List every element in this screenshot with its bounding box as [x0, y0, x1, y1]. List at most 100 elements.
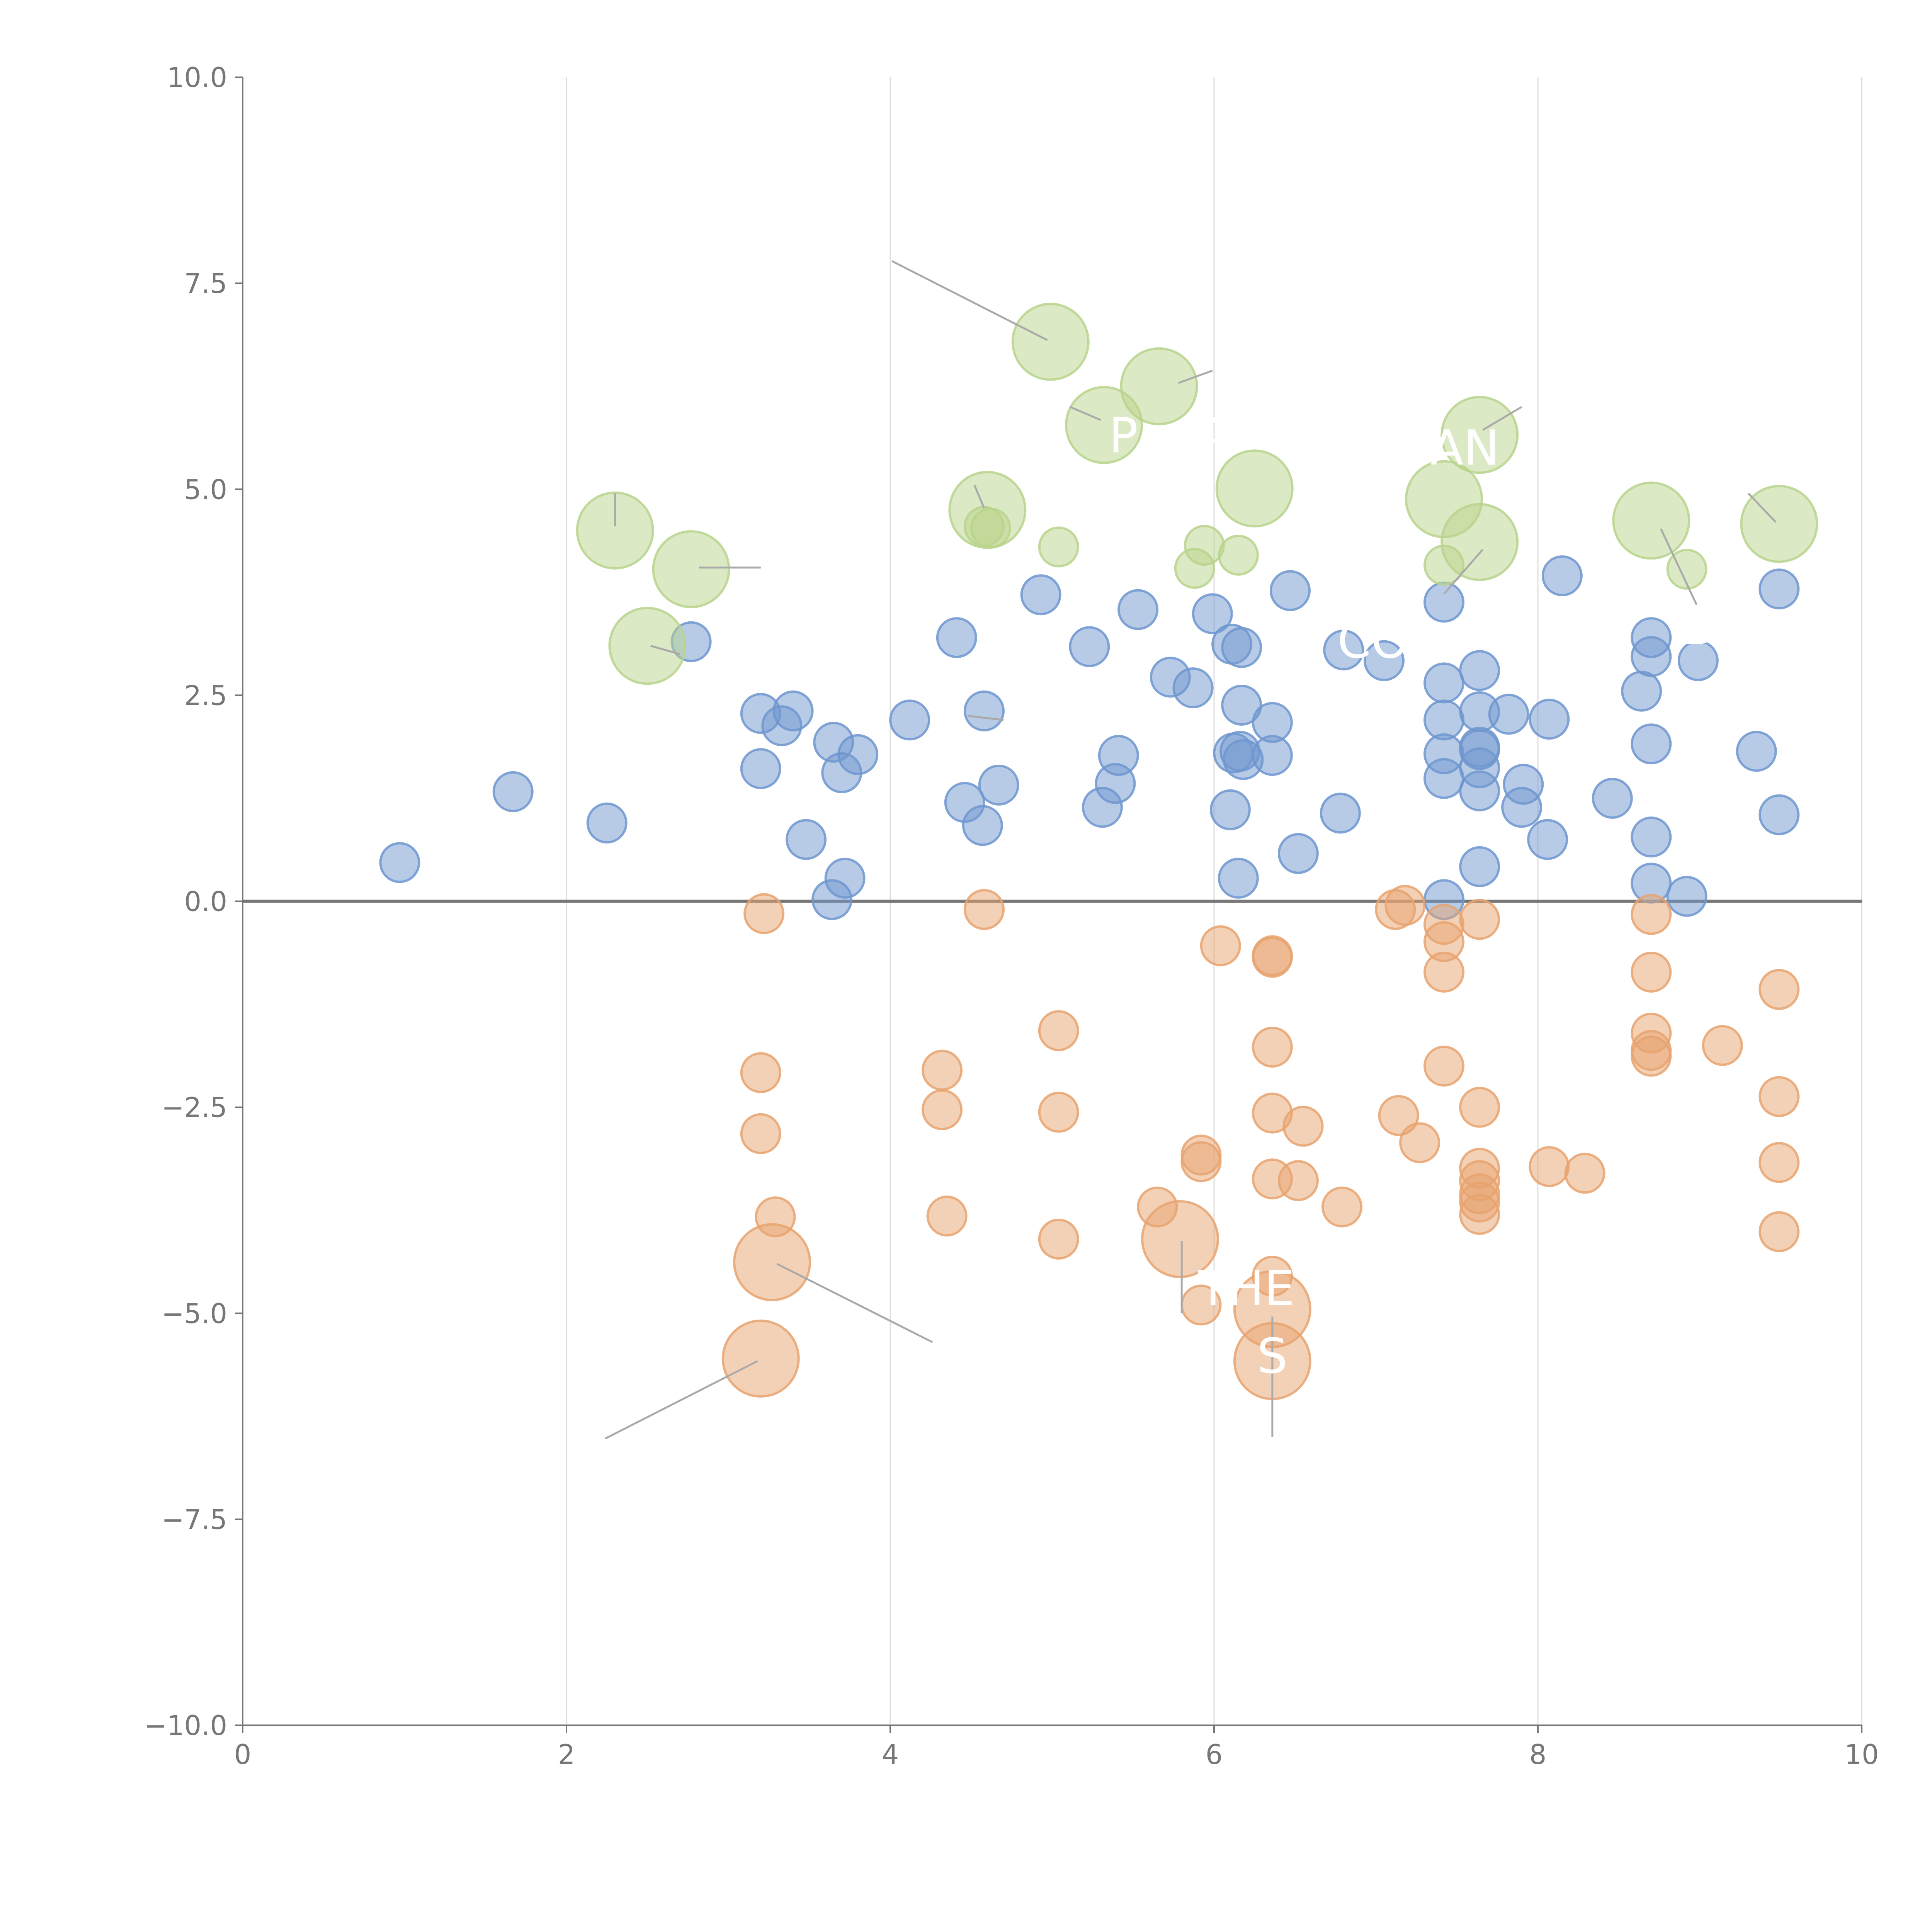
negative-point — [740, 1113, 781, 1154]
y-tick-label: 0.0 — [184, 886, 227, 918]
positive-point — [1503, 764, 1544, 805]
positive-point — [1172, 667, 1214, 709]
negative-point — [1564, 1153, 1605, 1194]
positive-point — [786, 819, 827, 860]
positive-point — [1621, 670, 1662, 712]
positive-point — [1459, 846, 1500, 887]
x-tick-label: 6 — [1206, 1739, 1223, 1770]
positive-point — [1252, 702, 1293, 743]
annotation-labels: P A AN CONF DA THE S — [1109, 408, 1751, 1384]
y-tick-label: 5.0 — [184, 474, 227, 505]
positive-point — [740, 748, 781, 789]
negative-point — [1459, 899, 1500, 940]
negative-point — [1141, 1200, 1219, 1278]
positive-point — [492, 771, 534, 812]
positive-point — [379, 842, 420, 883]
x-tick-label: 10 — [1844, 1739, 1879, 1770]
positive-point — [964, 690, 1005, 731]
negative-point — [1399, 1122, 1440, 1163]
annotation-label: CONF — [1337, 613, 1473, 669]
positive-point — [1666, 876, 1708, 917]
x-tick-label: 0 — [234, 1739, 252, 1770]
x-tick-label: 2 — [558, 1739, 575, 1770]
annotation-label: AN — [1430, 420, 1500, 476]
negative-point — [1423, 1046, 1464, 1087]
annotation-label: DA — [1681, 600, 1751, 656]
positive-point — [1269, 570, 1311, 611]
highlight-point — [1215, 449, 1294, 528]
positive-point — [1192, 593, 1233, 634]
positive-point — [1527, 819, 1568, 860]
annotation-label: THE — [1198, 1260, 1294, 1316]
negative-point — [1252, 1026, 1293, 1068]
leader-line — [605, 1360, 758, 1440]
positive-point — [1363, 640, 1405, 681]
y-tick-label: −5.0 — [162, 1298, 227, 1330]
x-tick-label: 4 — [882, 1739, 899, 1770]
negative-point — [721, 1320, 800, 1398]
axes: 0 2 4 6 8 10 −10.0 −7.5 −5.0 −2.5 0.0 2.5 5.0 7.5 10.0 — [144, 62, 1879, 1770]
negative-point — [1378, 1095, 1419, 1136]
positive-point — [824, 857, 866, 899]
negative-point — [1529, 1146, 1570, 1187]
leader-line — [1070, 406, 1101, 421]
positive-point — [1459, 726, 1500, 768]
leader-lines — [605, 260, 1777, 1440]
negative-point — [926, 1196, 968, 1237]
y-tick-label: 2.5 — [184, 680, 227, 711]
leader-line — [1660, 528, 1697, 605]
positive-point — [1592, 777, 1633, 819]
annotation-label: P — [1109, 408, 1138, 464]
positive-point — [1459, 650, 1500, 691]
negative-point — [1277, 1160, 1319, 1201]
negative-point — [733, 1223, 811, 1301]
positive-point — [1677, 640, 1719, 681]
leader-line — [968, 715, 1004, 721]
highlight-point — [652, 530, 730, 609]
positive-point — [1098, 735, 1139, 776]
data-points — [379, 303, 1818, 1400]
negative-point — [1459, 1087, 1500, 1128]
leader-line — [891, 260, 1048, 341]
leader-line — [650, 645, 680, 655]
positive-point — [1759, 568, 1800, 610]
y-tick-label: 10.0 — [167, 62, 227, 94]
negative-point — [1423, 951, 1464, 993]
positive-point — [772, 690, 814, 731]
positive-point — [1117, 589, 1159, 630]
negative-point — [922, 1089, 963, 1131]
positive-point — [889, 699, 930, 741]
negative-point — [743, 893, 785, 934]
positive-point — [1529, 699, 1570, 740]
negative-point — [1384, 885, 1426, 926]
negative-point — [1252, 937, 1293, 978]
negative-point — [1702, 1025, 1743, 1066]
annotation-label: S — [1257, 1328, 1287, 1384]
positive-point — [1320, 793, 1361, 834]
positive-point — [1020, 574, 1061, 616]
negative-point — [1759, 1076, 1800, 1117]
leader-line — [776, 1263, 933, 1343]
x-tick-label: 8 — [1529, 1739, 1547, 1770]
annotation-label: A — [1197, 408, 1231, 464]
positive-point — [1323, 629, 1364, 671]
positive-point — [1218, 857, 1259, 899]
negative-point — [1038, 1092, 1079, 1133]
positive-point — [1631, 617, 1672, 658]
negative-point — [1759, 1142, 1800, 1183]
y-tick-label: −2.5 — [162, 1092, 227, 1124]
positive-point — [1759, 794, 1800, 835]
y-tick-label: −10.0 — [144, 1710, 227, 1742]
negative-point — [1631, 1036, 1672, 1077]
highlight-point — [1440, 396, 1519, 474]
positive-point — [1736, 731, 1777, 772]
leader-line — [1747, 493, 1777, 523]
negative-point — [1459, 1194, 1500, 1235]
negative-point — [1200, 925, 1241, 966]
negative-point — [922, 1049, 963, 1091]
positive-point — [1277, 833, 1319, 874]
highlight-point — [1666, 549, 1708, 590]
negative-point — [1282, 1105, 1324, 1147]
leader-line — [973, 485, 985, 509]
